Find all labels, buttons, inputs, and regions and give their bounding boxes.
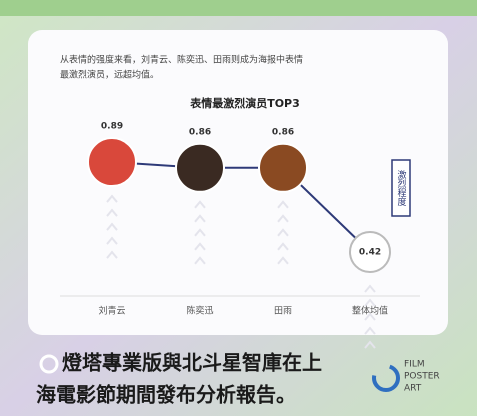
x-tick-label: 陈奕迅 bbox=[186, 305, 213, 317]
x-tick-label: 刘青云 bbox=[98, 305, 125, 317]
value-label: 0.42 bbox=[359, 248, 381, 258]
logo-text: POSTER bbox=[404, 372, 440, 382]
caption: 燈塔專業版與北斗星智庫在上 bbox=[62, 351, 322, 375]
logo-text: ART bbox=[404, 384, 422, 394]
point bbox=[176, 144, 224, 192]
y-axis-label: 激烈程度 bbox=[396, 169, 407, 207]
page: {"chart_data": {"type": "line", "subtitl… bbox=[0, 0, 477, 416]
top-band bbox=[0, 0, 477, 16]
caption: 海電影節期間發布分析報告。 bbox=[36, 383, 296, 407]
chart-subtitle: 最激烈演员，远超均值。 bbox=[60, 69, 159, 81]
x-tick-label: 田雨 bbox=[274, 306, 292, 317]
value-label: 0.86 bbox=[189, 127, 211, 137]
point bbox=[88, 138, 136, 186]
screenshot: 从表情的强度来看，刘青云、陈奕迅、田雨则成为海报中表情 最激烈演员，远超均值。 … bbox=[0, 0, 477, 416]
point bbox=[259, 144, 307, 192]
value-label: 0.86 bbox=[272, 127, 294, 137]
chart-subtitle: 从表情的强度来看，刘青云、陈奕迅、田雨则成为海报中表情 bbox=[60, 54, 303, 66]
chart-title: 表情最激烈演员TOP3 bbox=[189, 96, 300, 110]
x-tick-label: 整体均值 bbox=[352, 305, 388, 317]
value-label: 0.89 bbox=[101, 122, 123, 132]
logo-text: FILM bbox=[404, 360, 425, 370]
